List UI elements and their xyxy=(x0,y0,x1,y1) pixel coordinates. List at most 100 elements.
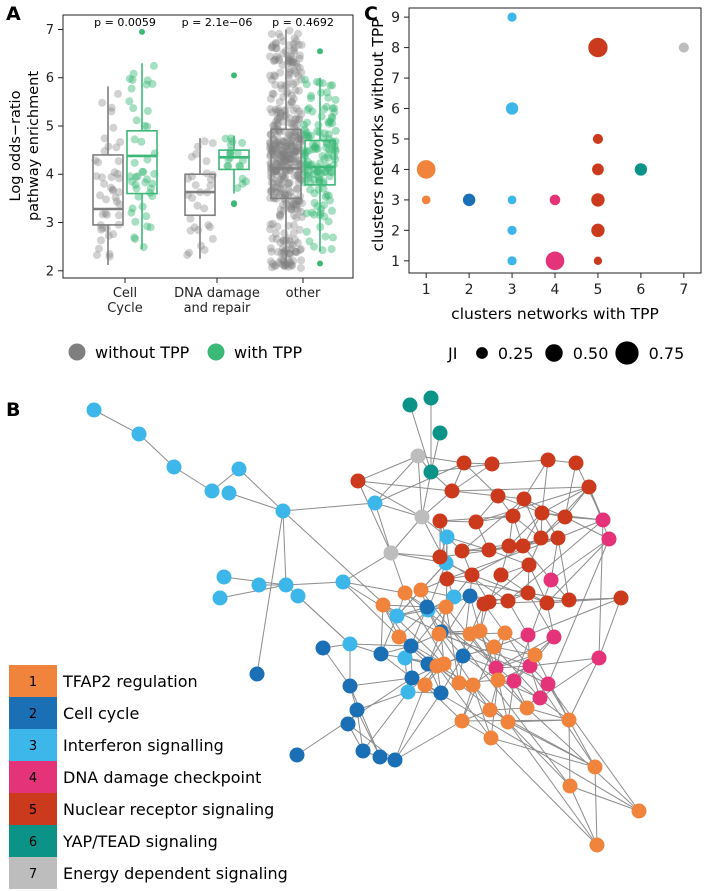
jitter-point xyxy=(266,105,275,114)
jitter-point xyxy=(324,153,333,162)
network-node xyxy=(372,749,388,765)
panel-a-y-axis: 2 3 4 5 6 7 xyxy=(46,23,63,279)
network-node xyxy=(490,488,506,504)
jitter-point xyxy=(284,185,293,194)
module-swatch xyxy=(9,697,57,729)
network-node xyxy=(472,623,488,639)
jitter-point xyxy=(291,200,300,209)
network-edge xyxy=(357,480,423,518)
panel-a-boxes xyxy=(92,28,336,269)
jitter-point xyxy=(285,158,294,167)
jitter-point xyxy=(132,116,141,125)
network-node xyxy=(387,752,403,768)
network-node xyxy=(342,636,358,652)
jitter-point xyxy=(294,156,303,165)
jitter-point xyxy=(271,38,280,47)
jitter-point xyxy=(312,139,321,148)
module-label: Cell cycle xyxy=(63,704,139,723)
module-label: DNA damage checkpoint xyxy=(63,768,261,787)
legend-with-tpp-marker xyxy=(207,343,225,361)
jitter-point xyxy=(133,172,142,181)
box-outlier xyxy=(139,28,145,35)
jitter-point xyxy=(206,181,215,190)
network-node xyxy=(601,531,617,547)
size-legend-label: 0.75 xyxy=(649,344,685,363)
jitter-point xyxy=(273,177,282,186)
jitter-point xyxy=(280,189,289,198)
module-legend: 1 TFAP2 regulation 2 Cell cycle 3 Interferon … xyxy=(9,665,288,889)
network-node xyxy=(444,483,460,499)
jitter-point xyxy=(282,154,291,163)
size-legend-marker xyxy=(545,344,563,362)
module-number: 4 xyxy=(29,771,37,786)
network-node xyxy=(561,712,577,728)
network-node xyxy=(221,485,237,501)
jitter-point xyxy=(97,225,106,234)
jitter-point xyxy=(296,263,305,272)
jitter-point xyxy=(319,177,328,186)
jitter-point xyxy=(295,114,304,123)
network-edge xyxy=(357,480,392,554)
jitter-point xyxy=(319,201,328,210)
network-node xyxy=(403,638,419,654)
x-tick-label: 5 xyxy=(593,282,602,298)
network-edge xyxy=(282,510,398,617)
jitter-point xyxy=(129,104,138,113)
jitter-point xyxy=(294,71,303,80)
box-iqr xyxy=(218,149,250,171)
jitter-point xyxy=(272,108,281,117)
module-number: 1 xyxy=(29,675,37,690)
jitter-point xyxy=(293,171,302,180)
jitter-point xyxy=(285,100,294,109)
network-edge xyxy=(409,404,432,473)
scatter-point xyxy=(416,160,436,179)
jitter-point xyxy=(127,208,136,217)
network-node xyxy=(342,678,358,694)
jitter-point xyxy=(139,167,148,176)
jitter-point xyxy=(236,162,245,171)
jitter-point xyxy=(276,146,285,155)
network-edge xyxy=(598,597,622,659)
network-edge xyxy=(491,459,549,465)
jitter-point xyxy=(97,236,106,245)
network-edge xyxy=(568,719,596,768)
jitter-point xyxy=(300,125,309,134)
jitter-point xyxy=(266,138,275,147)
size-legend-marker xyxy=(615,341,639,365)
network-node xyxy=(402,397,418,413)
jitter-point xyxy=(286,57,295,66)
jitter-point xyxy=(308,107,317,116)
jitter-point xyxy=(271,44,280,53)
network-edge xyxy=(356,691,409,711)
network-node xyxy=(355,743,371,759)
jitter-point xyxy=(131,234,140,243)
scatter-point xyxy=(549,194,561,206)
jitter-point xyxy=(268,89,277,98)
box-outlier xyxy=(231,72,237,79)
module-swatch xyxy=(9,825,57,857)
jitter-point xyxy=(322,191,331,200)
network-edge xyxy=(436,665,492,739)
jitter-point xyxy=(278,169,287,178)
jitter-point xyxy=(269,57,278,66)
jitter-point xyxy=(148,179,157,188)
jitter-point xyxy=(277,109,286,118)
jitter-point xyxy=(287,91,296,100)
jitter-point xyxy=(292,147,301,156)
jitter-point xyxy=(300,120,309,129)
panel-a-boxplot: A 2 3 4 5 6 7 p = 0.0059 p = 2.1e−06 p = 0.4692… xyxy=(6,3,354,362)
network-edge xyxy=(472,684,492,739)
network-edge xyxy=(471,574,548,604)
network-node xyxy=(383,545,399,561)
y-tick-label: 1 xyxy=(391,254,400,270)
scatter-point xyxy=(507,195,517,205)
jitter-point xyxy=(292,36,301,45)
panel-c-ylabel: clusters networks without TPP xyxy=(369,18,387,251)
network-node xyxy=(455,648,471,664)
network-node xyxy=(335,574,351,590)
jitter-point xyxy=(301,130,310,139)
network-edge xyxy=(285,581,344,586)
jitter-point xyxy=(286,188,295,197)
jitter-point xyxy=(125,74,134,83)
network-edge xyxy=(508,512,543,547)
